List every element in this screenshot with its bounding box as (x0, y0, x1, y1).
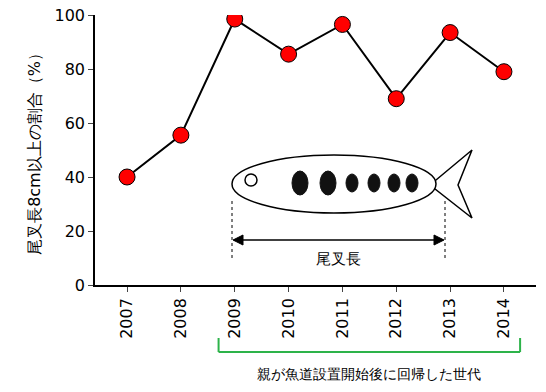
svg-text:0: 0 (75, 276, 85, 295)
svg-text:20: 20 (65, 222, 85, 241)
svg-text:2009: 2009 (225, 298, 244, 339)
svg-text:親が魚道設置開始後に回帰した世代: 親が魚道設置開始後に回帰した世代 (257, 366, 481, 382)
svg-text:2010: 2010 (279, 298, 298, 339)
svg-text:2011: 2011 (333, 298, 352, 339)
svg-text:80: 80 (65, 60, 85, 79)
svg-text:100: 100 (55, 6, 86, 25)
svg-text:尾叉長: 尾叉長 (316, 250, 361, 268)
svg-text:2014: 2014 (494, 298, 513, 339)
svg-text:2008: 2008 (171, 298, 190, 339)
svg-text:60: 60 (65, 114, 85, 133)
svg-text:2013: 2013 (440, 298, 459, 339)
svg-text:尾叉長8cm以上の割合（%）: 尾叉長8cm以上の割合（%） (25, 45, 44, 255)
svg-text:2012: 2012 (386, 298, 405, 339)
svg-text:2007: 2007 (117, 298, 136, 339)
svg-text:40: 40 (65, 168, 85, 187)
